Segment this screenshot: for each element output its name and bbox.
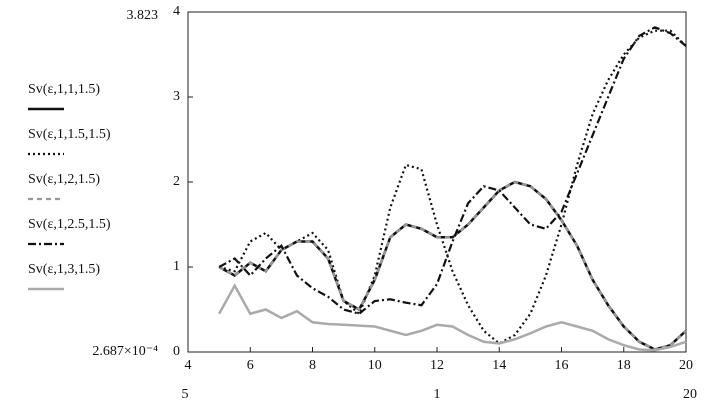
series-line	[218, 29, 687, 345]
x-tick-label: 6	[247, 358, 254, 373]
legend-label: Sv(ε,1,3,1.5)	[28, 262, 100, 277]
y-tick-label: 4	[173, 4, 180, 19]
series-line	[218, 180, 687, 351]
y-tick-label: 1	[173, 259, 180, 274]
legend-label: Sv(ε,1,2,1.5)	[28, 172, 100, 187]
x-axis-label: 1	[434, 387, 441, 402]
x-tick-label: 18	[617, 358, 631, 373]
x-tick-label: 14	[492, 358, 506, 373]
series-line	[218, 283, 687, 352]
plot-frame	[187, 11, 687, 353]
y-tick-label: 0	[173, 344, 180, 359]
x-max-label: 20	[683, 387, 697, 402]
series-line	[218, 26, 687, 315]
x-tick-label: 10	[368, 358, 382, 373]
y-tick-label: 3	[173, 89, 180, 104]
y-min-label: 2.687×10⁻⁴	[92, 344, 158, 359]
legend-label: Sv(ε,1,2.5,1.5)	[28, 217, 111, 232]
x-min-label: 5	[182, 387, 189, 402]
y-max-label: 3.823	[127, 8, 159, 23]
legend-label: Sv(ε,1,1.5,1.5)	[28, 127, 111, 142]
y-tick-label: 2	[173, 174, 180, 189]
x-tick-label: 20	[679, 358, 693, 373]
x-tick-label: 4	[185, 358, 192, 373]
x-tick-label: 12	[430, 358, 444, 373]
legend-label: Sv(ε,1,1,1.5)	[28, 82, 100, 97]
x-tick-label: 8	[309, 358, 316, 373]
series-line	[218, 180, 687, 351]
x-tick-label: 16	[555, 358, 569, 373]
